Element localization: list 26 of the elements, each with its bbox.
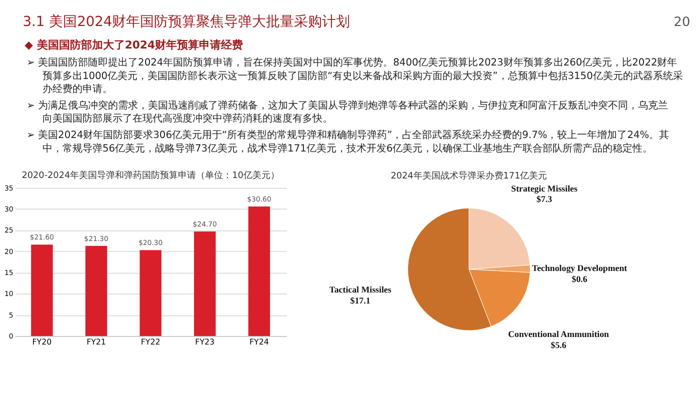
x-tick-label: FY24 bbox=[249, 337, 269, 346]
x-tick-label: FY23 bbox=[195, 337, 215, 346]
chart-title: 2024年美国战术导弹采办费171亿美元 bbox=[390, 170, 548, 182]
slice-label: Technology Development bbox=[532, 263, 628, 274]
bar bbox=[85, 246, 108, 336]
text: ➢ 为满足俄乌冲突的需求，美国迅速削减了弹药储备，这加大了美国从导弹到炮弹等各种武器的采购，与伊拉克和阿富汗反叛乱冲突不同，乌克兰向美国国防部展示了在现代高强度冲突中弹药消耗的速度有多快。 bbox=[26, 99, 668, 125]
text: ◆ 美国国防部加大了2024财年预算申请经费 bbox=[24, 38, 244, 52]
chart-title: 2020-2024年美国导弹和弹药国防预算申请（单位：10亿美元） bbox=[22, 170, 280, 182]
text: ➢ 美国2024财年国防部要求306亿美元用于“所有类型的常规导弹和精确制导弹药”，占全部武器系统采办经费的9.7%，较上一年增加了24%。其中，常规导弹56亿美元，战略导弹73亿美元，战术导弹171亿美元，技术开发6亿美元，以确保工业基地生产联合部队所需产品的稳定性。 bbox=[26, 129, 670, 154]
bar bbox=[31, 244, 53, 336]
data-label: $5.6 bbox=[550, 340, 567, 350]
x-tick-label: FY22 bbox=[140, 337, 160, 346]
data-label: $7.3 bbox=[536, 194, 553, 204]
text: 20 bbox=[674, 14, 690, 30]
bar bbox=[194, 231, 216, 336]
text: 3.1 美国2024财年国防预算聚焦导弹大批量采购计划 bbox=[22, 14, 350, 30]
bar bbox=[140, 250, 162, 336]
data-label: $17.1 bbox=[350, 295, 370, 306]
slice-label: Conventional Ammunition bbox=[508, 329, 610, 340]
bar bbox=[248, 206, 270, 336]
data-label: $0.6 bbox=[572, 274, 588, 284]
x-tick-label: FY20 bbox=[32, 337, 52, 346]
x-tick-label: FY21 bbox=[86, 337, 106, 346]
text: ➢ 美国国防部随即提出了2024年国防预算申请，旨在保持美国对中国的军事优势。8400亿美元预算比2023财年预算多出260亿美元，比2022财年预算多出1000亿美元，美国国防部长表示这一预算反映了国防部“有史以来备战和采购方面的最大投资”，总预算中包括3150亿美元的武器系统采办经费的申请。 bbox=[26, 56, 683, 96]
slice-label: Strategic Missiles bbox=[511, 183, 578, 194]
slice-label: Tactical Missiles bbox=[329, 284, 392, 295]
